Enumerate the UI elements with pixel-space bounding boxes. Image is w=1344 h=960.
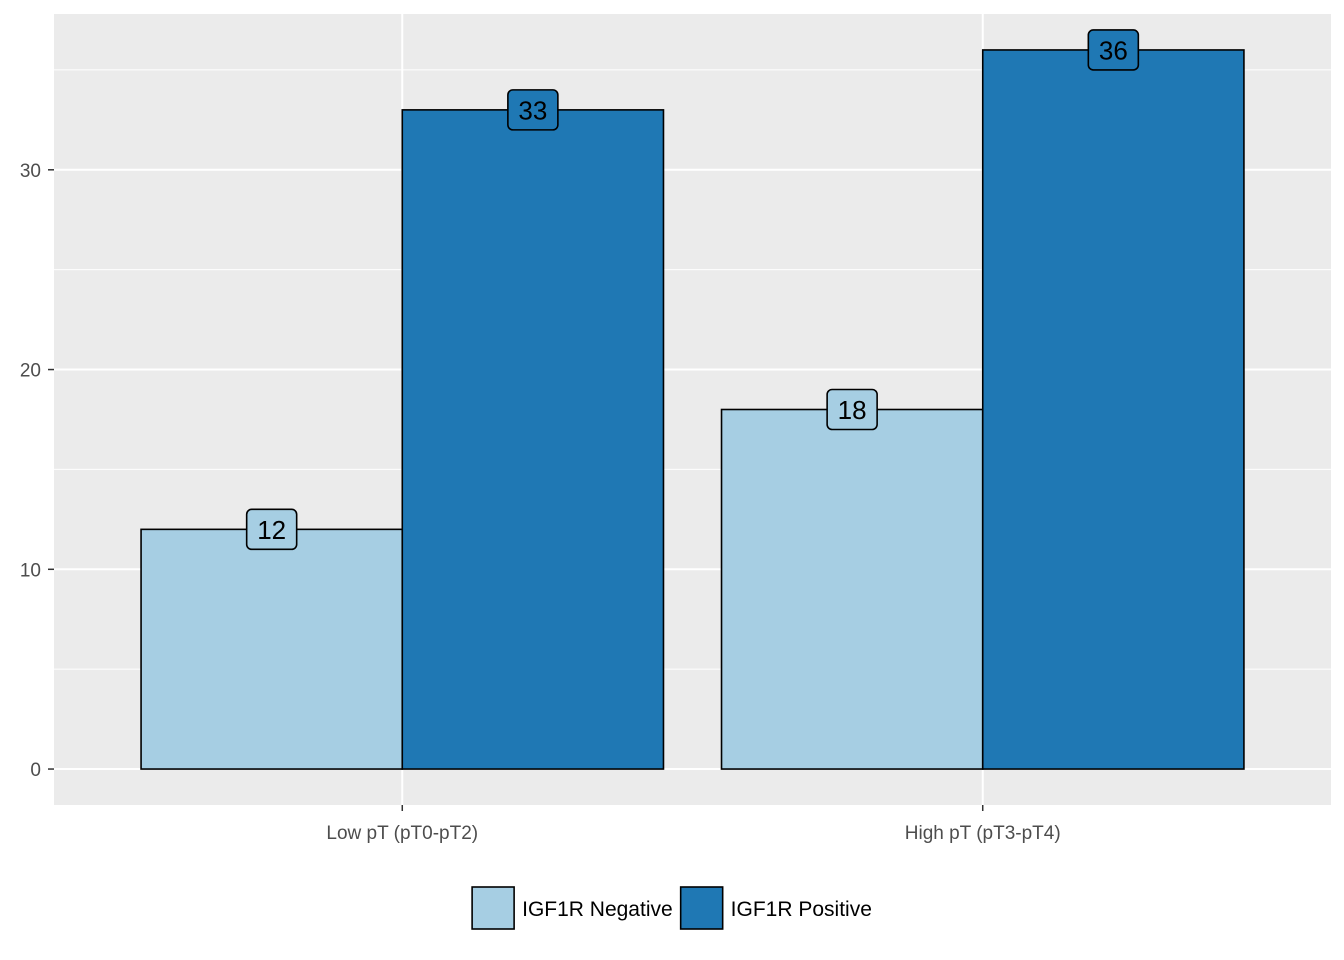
- bar-label-box: [507, 89, 559, 131]
- y-tick-label: 20: [20, 361, 41, 382]
- bar-label: 12: [245, 508, 298, 551]
- legend-item: IGF1R Negative: [471, 886, 673, 930]
- bar-label-box: [245, 508, 298, 551]
- bar-label-text: 33: [518, 95, 547, 125]
- legend-key: [471, 886, 515, 930]
- y-tick-label: 0: [30, 760, 41, 781]
- legend-item: IGF1R Positive: [679, 886, 872, 930]
- bar-label-box: [1087, 29, 1140, 71]
- x-tick-label: Low pT (pT0-pT2): [326, 823, 478, 844]
- bar-label-text: 18: [838, 395, 867, 425]
- x-tick-label: High pT (pT3-pT4): [905, 823, 1061, 844]
- legend-label: IGF1R Positive: [731, 898, 872, 921]
- bar-labels: 12 33 18 36: [245, 29, 1140, 551]
- y-tick-label: 10: [20, 560, 41, 581]
- bar-label: 18: [826, 388, 878, 431]
- legend-label: IGF1R Negative: [522, 898, 673, 921]
- bar-label: 33: [507, 89, 559, 131]
- y-axis: 0 10 20 30: [20, 161, 54, 781]
- legend-key: [679, 886, 724, 930]
- bar: [720, 408, 984, 770]
- bar-label-text: 12: [257, 515, 286, 545]
- bar: [401, 109, 665, 770]
- legend: IGF1R Negative IGF1R Positive: [471, 886, 872, 930]
- x-axis: Low pT (pT0-pT2) High pT (pT3-pT4): [326, 805, 1061, 844]
- bar-label-box: [826, 388, 878, 431]
- bars: [140, 49, 1245, 770]
- bar: [981, 49, 1245, 770]
- bar: [140, 528, 404, 770]
- bar-label: 36: [1087, 29, 1140, 71]
- y-tick-label: 30: [20, 161, 41, 182]
- bar-label-text: 36: [1099, 35, 1128, 65]
